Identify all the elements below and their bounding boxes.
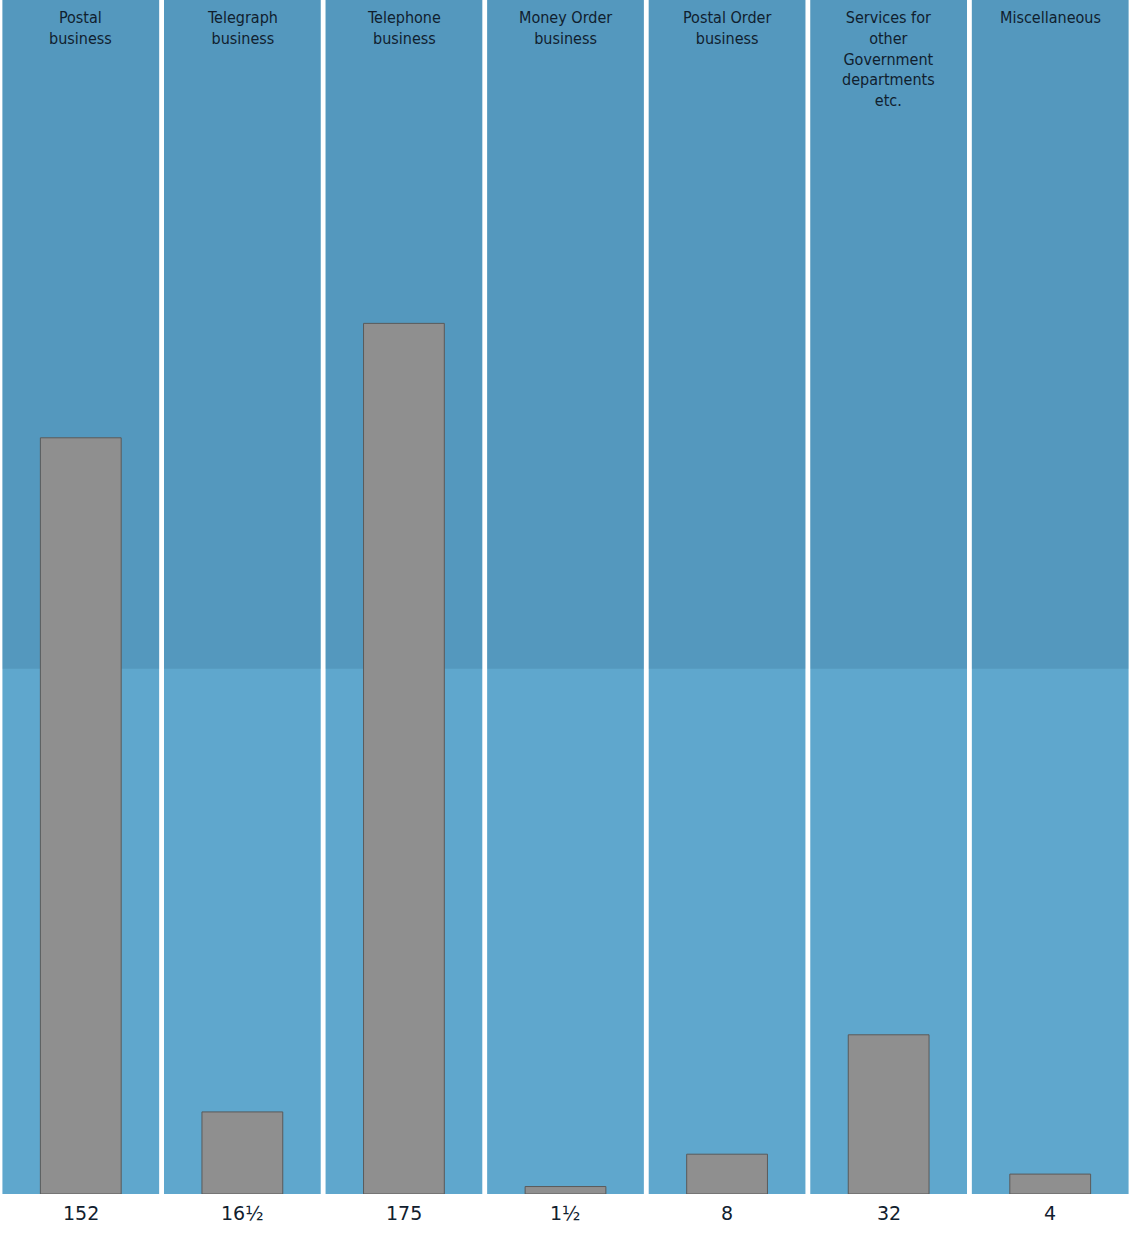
- svg-text:Money Orderbusiness: Money Orderbusiness: [519, 8, 612, 48]
- svg-text:152: 152: [63, 1202, 99, 1224]
- svg-text:4: 4: [1044, 1202, 1056, 1224]
- svg-text:8: 8: [721, 1202, 733, 1224]
- svg-text:32: 32: [877, 1202, 901, 1224]
- svg-text:175: 175: [386, 1202, 422, 1224]
- svg-text:16½: 16½: [221, 1202, 264, 1224]
- svg-text:Postal Orderbusiness: Postal Orderbusiness: [683, 8, 771, 48]
- svg-text:Miscellaneous: Miscellaneous: [1000, 8, 1101, 27]
- svg-text:1½: 1½: [550, 1202, 581, 1224]
- svg-text:Services forotherGovernmentdep: Services forotherGovernmentdepartmentset…: [842, 8, 935, 110]
- svg-text:Postalbusiness: Postalbusiness: [49, 8, 112, 48]
- svg-text:Telephonebusiness: Telephonebusiness: [367, 8, 441, 48]
- svg-text:Telegraphbusiness: Telegraphbusiness: [207, 8, 278, 48]
